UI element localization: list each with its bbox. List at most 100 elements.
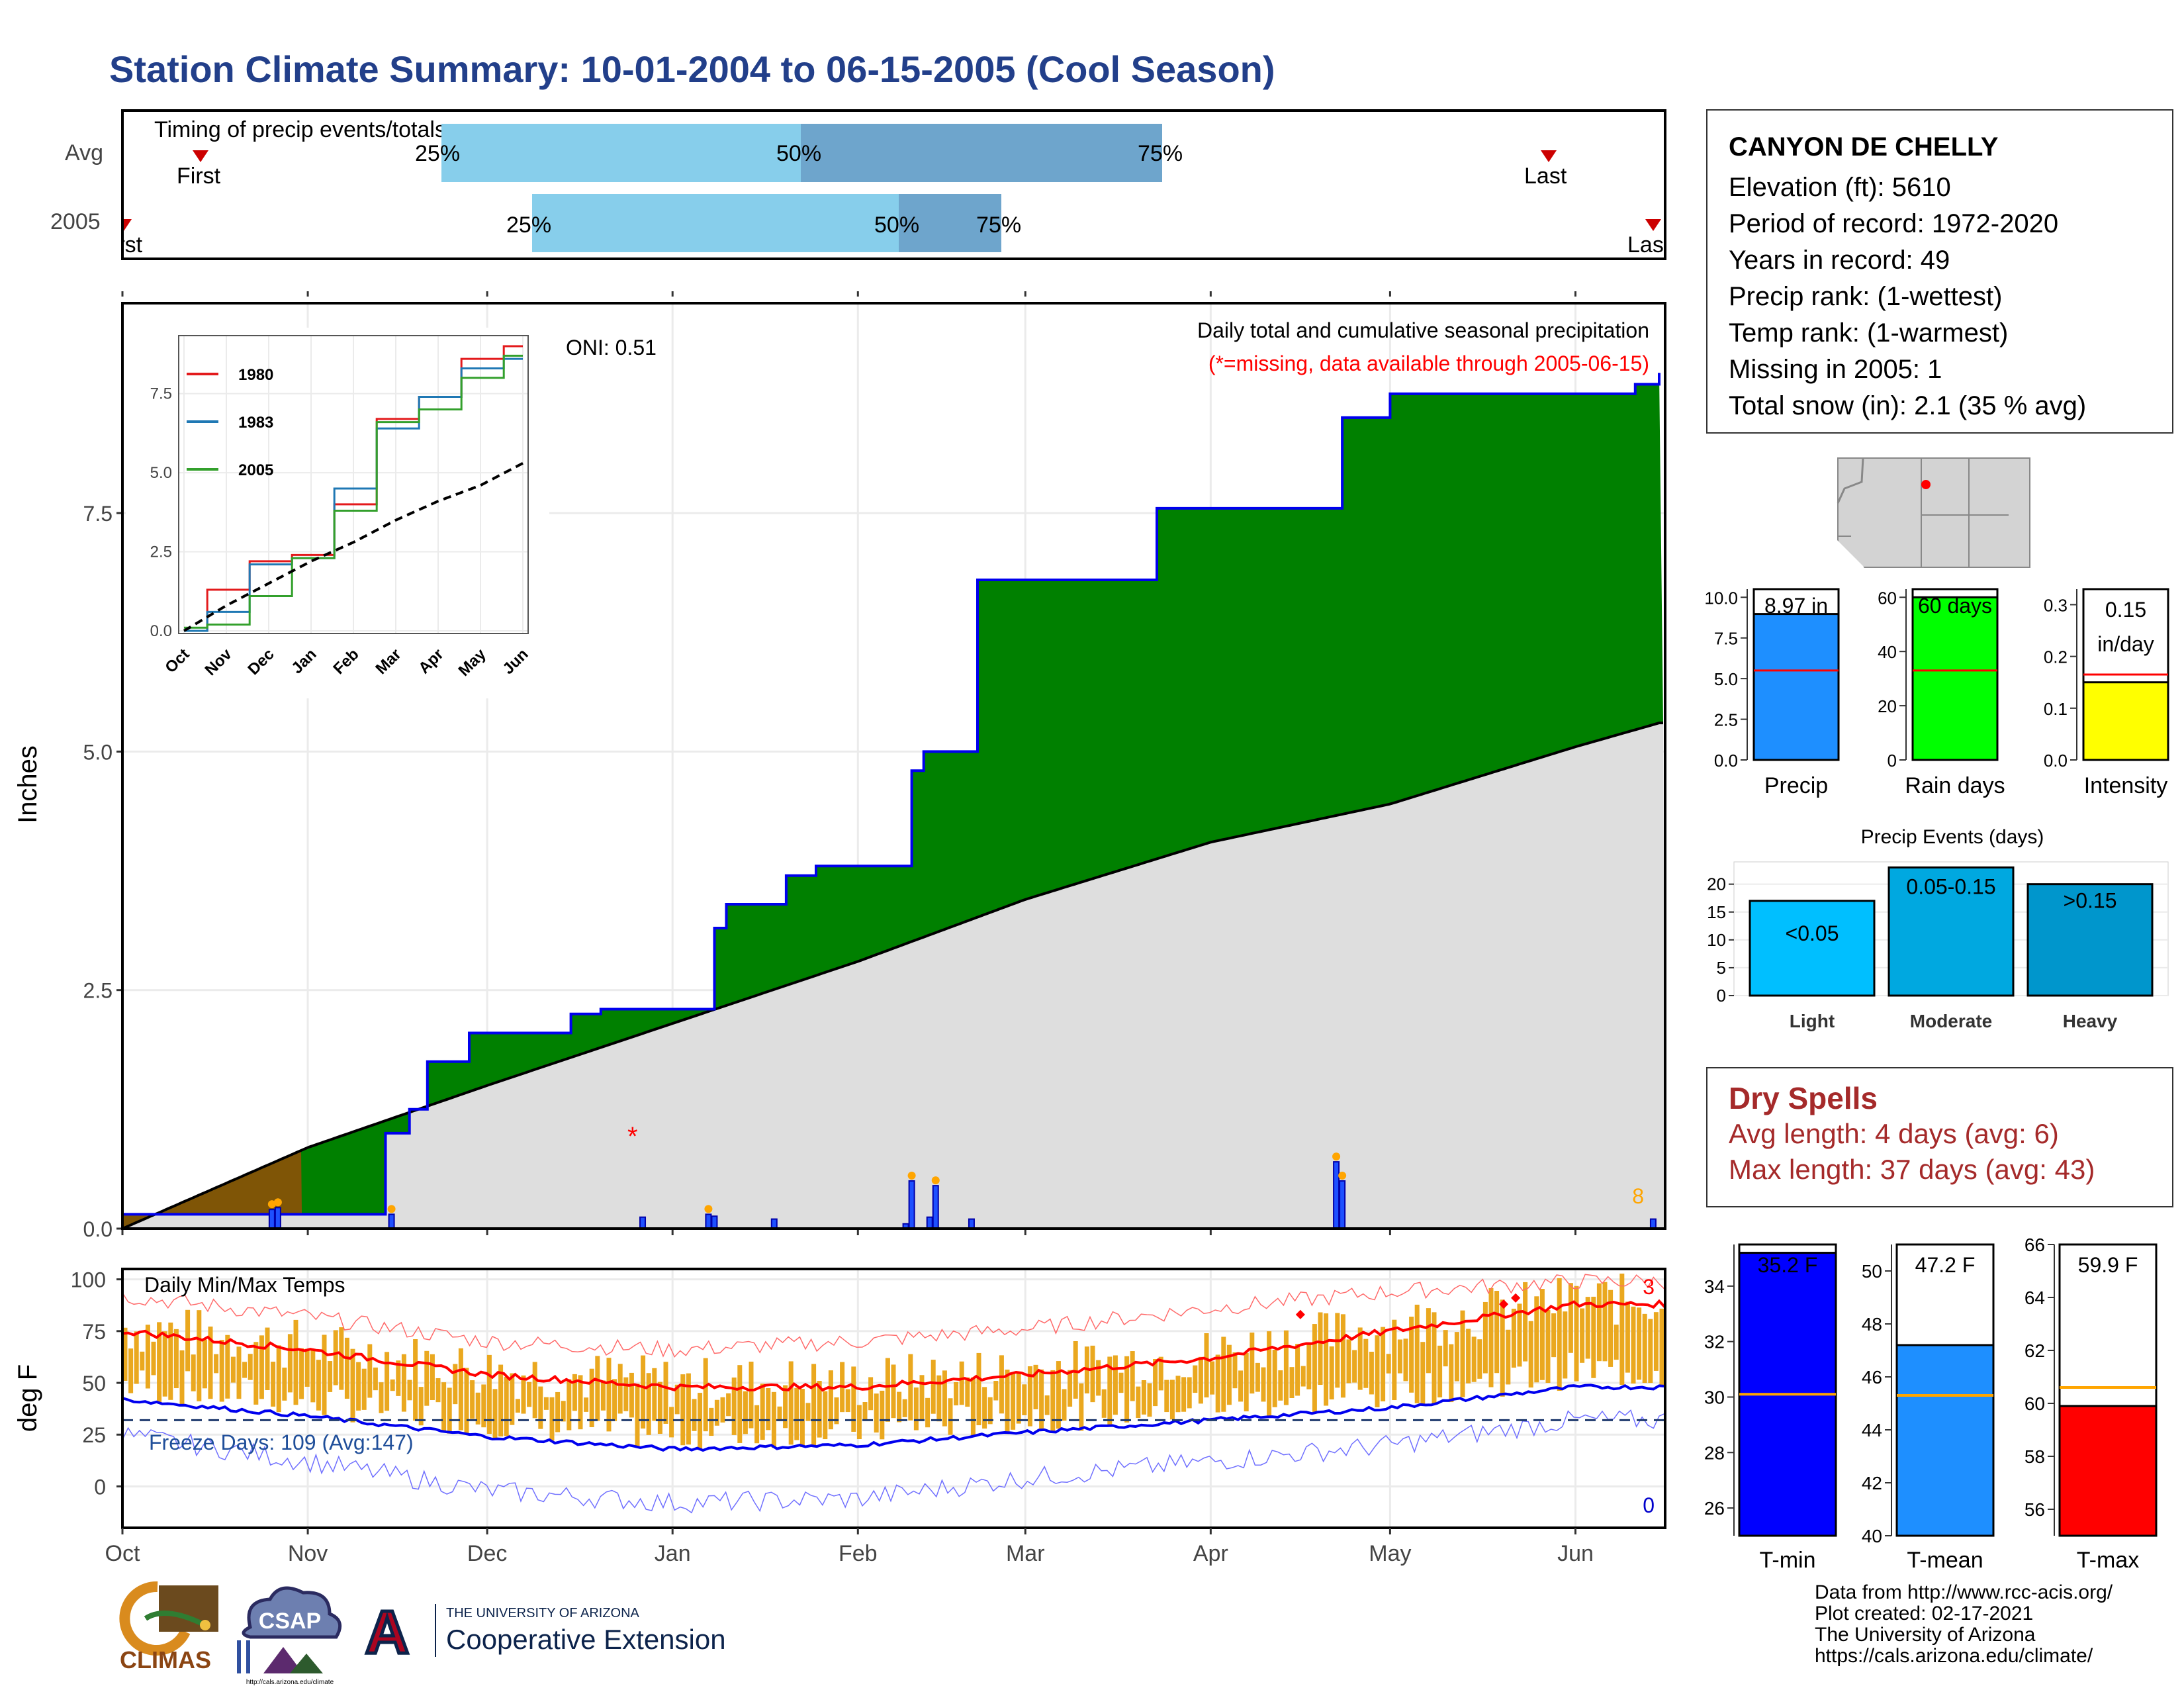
daily-temp-range xyxy=(709,1407,714,1436)
daily-temp-range xyxy=(1136,1386,1141,1418)
daily-temp-range xyxy=(1596,1283,1602,1362)
daily-temp-range xyxy=(208,1326,213,1399)
daily-temp-range xyxy=(1335,1313,1340,1388)
daily-temp-range xyxy=(1147,1383,1152,1417)
daily-temp-range xyxy=(1619,1273,1625,1385)
daily-temp-range xyxy=(1278,1370,1283,1401)
avg-min-line xyxy=(122,1383,1665,1452)
y2005-p75-label: 75% xyxy=(976,212,1022,238)
events-bar-text: <0.05 xyxy=(1786,921,1839,945)
precip-bar xyxy=(1752,613,1840,761)
daily-temp-range xyxy=(128,1348,134,1393)
daily-temp-range xyxy=(1062,1389,1067,1421)
tmax-ytick-label: 66 xyxy=(2025,1235,2045,1255)
y2005-first-label: First xyxy=(124,232,143,258)
daily-temp-range xyxy=(1528,1321,1533,1388)
daily-temp-range xyxy=(641,1355,646,1429)
daily-temp-range xyxy=(492,1389,498,1440)
timing-row-2005: 2005 xyxy=(50,209,101,234)
raindays-ytick-label: 60 xyxy=(1878,588,1897,608)
daily-temp-range xyxy=(1318,1312,1323,1385)
daily-temp-range xyxy=(714,1399,719,1426)
daily-temp-range xyxy=(1369,1352,1374,1395)
timing-row-avg: Avg xyxy=(65,140,103,165)
daily-temp-range xyxy=(282,1367,287,1401)
daily-temp-range xyxy=(698,1393,703,1450)
daily-temp-range xyxy=(310,1348,316,1403)
daily-temp-range xyxy=(202,1339,207,1389)
y2005-last-marker xyxy=(1645,219,1661,231)
record-high-count: 3 xyxy=(1643,1275,1655,1299)
heavy-event-marker xyxy=(1332,1152,1341,1161)
credit-created: Plot created: 02-17-2021 xyxy=(1815,1603,2034,1624)
tmax-ytick-label: 60 xyxy=(2025,1393,2045,1414)
daily-precip-bar xyxy=(1339,1180,1346,1229)
station-name: CANYON DE CHELLY xyxy=(1729,132,1999,162)
daily-temp-range xyxy=(1653,1312,1659,1371)
credit-url: https://cals.arizona.edu/climate/ xyxy=(1815,1645,2093,1667)
daily-temp-range xyxy=(600,1380,606,1411)
daily-temp-range xyxy=(976,1352,981,1426)
tmin-value: 35.2 F xyxy=(1758,1253,1818,1277)
tmean-ytick-label: 46 xyxy=(1862,1367,1882,1387)
tmax-ytick-label: 58 xyxy=(2025,1446,2045,1467)
inset-ytick-label: 2.5 xyxy=(150,543,172,561)
events-bar-text: >0.15 xyxy=(2064,889,2117,913)
events-ytick-label: 0 xyxy=(1717,986,1726,1006)
daily-temp-range xyxy=(1107,1356,1113,1427)
daily-temp-range xyxy=(1511,1309,1516,1368)
daily-temp-range xyxy=(1437,1345,1443,1398)
daily-temp-range xyxy=(361,1368,367,1410)
avg-last-marker xyxy=(1541,150,1557,162)
daily-temp-range xyxy=(214,1354,219,1374)
month-label: Jan xyxy=(655,1541,691,1566)
daily-temp-range xyxy=(265,1327,270,1391)
daily-temp-range xyxy=(1409,1317,1414,1393)
daily-temp-range xyxy=(1050,1370,1056,1433)
station-temp-rank: Temp rank: (1-warmest) xyxy=(1729,318,2009,348)
daily-temp-range xyxy=(367,1344,373,1398)
daily-temp-range xyxy=(1574,1286,1579,1382)
timing-label: Timing of precip events/totals xyxy=(154,117,446,142)
daily-temp-range xyxy=(1175,1376,1181,1413)
missing-note: (*=missing, data available through 2005-… xyxy=(1208,352,1649,375)
daily-temp-range xyxy=(219,1340,224,1402)
daily-temp-range xyxy=(543,1397,549,1410)
daily-temp-range xyxy=(1625,1301,1630,1373)
daily-temp-range xyxy=(1591,1296,1596,1378)
events-ytick-label: 10 xyxy=(1707,930,1726,950)
daily-temp-range xyxy=(328,1361,333,1392)
daily-temp-range xyxy=(1255,1362,1260,1392)
daily-temp-range xyxy=(1517,1303,1522,1367)
tmean-bar xyxy=(1895,1344,1995,1537)
missing-marker: * xyxy=(627,1122,638,1151)
raindays-value: 60 days xyxy=(1918,594,1992,618)
daily-temp-range xyxy=(441,1382,447,1432)
heavy-event-marker xyxy=(273,1198,282,1207)
daily-temp-range xyxy=(567,1379,572,1430)
daily-temp-range xyxy=(584,1397,589,1412)
daily-temp-range xyxy=(1027,1366,1032,1427)
daily-temp-range xyxy=(1221,1336,1226,1412)
avg-last-label: Last xyxy=(1524,164,1567,189)
csap-logo: CSAP http://cals.arizona.edu/climate xyxy=(237,1586,342,1686)
station-years: Years in record: 49 xyxy=(1729,246,1950,275)
precip-ytick-label: 0.0 xyxy=(83,1217,113,1241)
precip-ytick-label: 10.0 xyxy=(1704,588,1738,608)
location-map xyxy=(1837,457,2030,589)
temp-ytick-label: 50 xyxy=(82,1372,106,1395)
raindays-bar xyxy=(1911,596,1999,761)
daily-temp-range xyxy=(936,1375,942,1422)
avg-iqr-lower xyxy=(441,124,801,182)
daily-temp-range xyxy=(1272,1350,1277,1407)
daily-temp-range xyxy=(162,1331,167,1397)
month-label: Jun xyxy=(1557,1541,1594,1566)
daily-temp-range xyxy=(145,1325,150,1389)
summary-bars: 0.0 2.5 5.0 7.5 10.0 8.97 in Precip 0 20 40 60 60 d… xyxy=(1704,588,2169,798)
month-label: Nov xyxy=(288,1541,328,1566)
daily-temp-range xyxy=(293,1319,298,1405)
y2005-iqr-lower xyxy=(532,194,899,252)
climas-text: CLIMAS xyxy=(120,1646,211,1673)
daily-temp-range xyxy=(1637,1307,1642,1380)
daily-temp-range xyxy=(1124,1356,1130,1423)
